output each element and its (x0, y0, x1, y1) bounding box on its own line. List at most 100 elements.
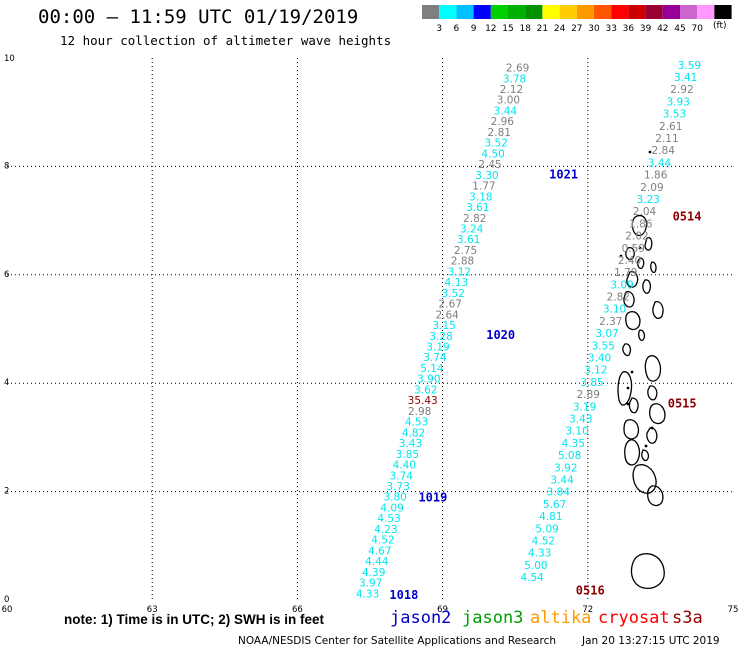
wave-height-label: 4.53 (405, 417, 428, 429)
wave-height-label: 4.33 (528, 548, 551, 560)
wave-height-label: 3.85 (580, 377, 603, 389)
wave-height-label: 1.77 (472, 181, 495, 193)
y-tick-label: 0 (4, 595, 9, 605)
legend-tick-label: 36 (623, 24, 635, 34)
chart-title: 00:00 – 11:59 UTC 01/19/2019 (38, 6, 359, 28)
wave-height-label: 3.84 (547, 487, 571, 499)
wave-height-label: 35.43 (408, 395, 438, 407)
wave-height-label: 3.53 (663, 109, 686, 121)
island-outline (647, 385, 658, 401)
wave-height-label: 4.33 (356, 588, 379, 600)
island-outline (623, 291, 635, 308)
legend-tick-label: 18 (519, 24, 531, 34)
wave-height-label: 4.09 (380, 502, 403, 514)
footer-note: note: 1) Time is in UTC; 2) SWH is in fe… (64, 612, 325, 627)
wave-height-label: 2.69 (506, 63, 529, 75)
wave-height-label: 2.89 (577, 389, 600, 401)
island-dot (650, 426, 654, 430)
wave-height-label: 3.28 (429, 331, 452, 343)
wave-height-label: 3.44 (648, 157, 672, 169)
legend-tick-label: 6 (454, 24, 460, 34)
legend-tick-label: 3 (436, 24, 442, 34)
wave-height-labels: 4.333.974.394.444.674.524.234.534.093.80… (356, 60, 701, 600)
wave-height-label: 2.61 (659, 121, 682, 133)
wave-height-label: 3.78 (503, 73, 526, 85)
pass-time-label: 1021 (549, 167, 578, 181)
legend-swatch (662, 5, 680, 19)
island-outline (637, 257, 645, 270)
wave-height-label: 3.19 (573, 401, 596, 413)
wave-height-label: 4.52 (371, 535, 394, 547)
wave-height-label: 3.40 (588, 353, 611, 365)
island-outline (646, 427, 658, 444)
wave-height-label: 3.80 (383, 492, 406, 504)
wave-height-label: 3.30 (475, 170, 498, 182)
wave-height-label: 2.82 (607, 292, 630, 304)
wave-height-label: 4.50 (481, 148, 504, 160)
wave-height-label: 3.43 (399, 438, 422, 450)
legend-tick-label: 45 (674, 24, 685, 34)
island-outline (617, 371, 633, 406)
wave-height-label: 2.84 (652, 145, 676, 157)
wave-height-label: 3.73 (387, 481, 410, 493)
y-tick-label: 8 (4, 161, 9, 171)
wave-height-label: 3.93 (667, 96, 690, 108)
wave-height-label: 3.74 (423, 352, 447, 364)
wave-height-label: 2.45 (478, 159, 501, 171)
wave-height-label: 3.23 (637, 194, 660, 206)
legend-tick-label: 27 (571, 24, 582, 34)
island-dot (644, 444, 648, 448)
legend-swatch (594, 5, 612, 19)
legend-tick-label: 21 (537, 24, 548, 34)
satellite-jason3: jason3 (462, 608, 524, 628)
legend-swatch (439, 5, 457, 19)
wave-height-label: 5.67 (543, 499, 566, 511)
wave-height-label: 2.40 (618, 255, 641, 267)
wave-height-label: 2.04 (633, 206, 657, 218)
wave-height-label: 2.64 (435, 309, 459, 321)
wave-height-label: 5.14 (420, 363, 444, 375)
wave-height-label: 4.53 (377, 513, 400, 525)
island-outline (632, 464, 657, 494)
wave-height-label: 3.12 (448, 266, 471, 278)
plot-axes: 60 63 66 69 72 75 0 2 4 6 8 10 (2, 54, 739, 615)
legend-swatch (559, 5, 577, 19)
timestamp-text: Jan 20 13:27:15 UTC 2019 (582, 635, 720, 647)
wave-height-label: 4.81 (539, 511, 562, 523)
pass-time-label: 0515 (668, 397, 697, 411)
legend-swatch (542, 5, 560, 19)
pass-time-label: 1020 (486, 328, 515, 342)
wave-height-label: 2.88 (451, 256, 474, 268)
island-markers (619, 150, 654, 448)
wave-height-label: 5.00 (524, 560, 547, 572)
wave-height-label: 3.24 (460, 223, 484, 235)
wave-height-label: 3.10 (565, 426, 588, 438)
wave-height-label: 2.98 (408, 406, 431, 418)
island-dot (619, 254, 623, 258)
pass-time-label: 0516 (576, 584, 605, 598)
wave-height-label: 2.09 (640, 182, 663, 194)
maldives-islands (617, 214, 666, 589)
island-outline (625, 246, 635, 261)
wave-height-label: 4.52 (532, 535, 555, 547)
island-outline (646, 485, 664, 507)
legend-swatch (422, 5, 440, 19)
wave-height-label: 3.61 (466, 202, 489, 214)
x-tick-label: 72 (582, 605, 593, 615)
chart-subtitle: 12 hour collection of altimeter wave hei… (60, 33, 392, 48)
island-outline (630, 553, 665, 589)
wave-height-label: 3.19 (426, 342, 449, 354)
island-dot (630, 370, 634, 374)
wave-height-label: 3.52 (484, 138, 507, 150)
x-tick-label: 75 (728, 605, 739, 615)
legend-tick-label: 42 (657, 24, 668, 34)
wave-height-label: 3.10 (603, 304, 626, 316)
legend-tick-label: 30 (588, 24, 600, 34)
island-outline (625, 311, 641, 331)
island-outline (624, 439, 641, 466)
wave-height-label: 2.92 (670, 84, 693, 96)
wave-height-label: 4.35 (562, 438, 585, 450)
legend-swatch (490, 5, 508, 19)
wave-height-label: 2.75 (454, 245, 477, 257)
legend-tick-label: 70 (691, 24, 703, 34)
